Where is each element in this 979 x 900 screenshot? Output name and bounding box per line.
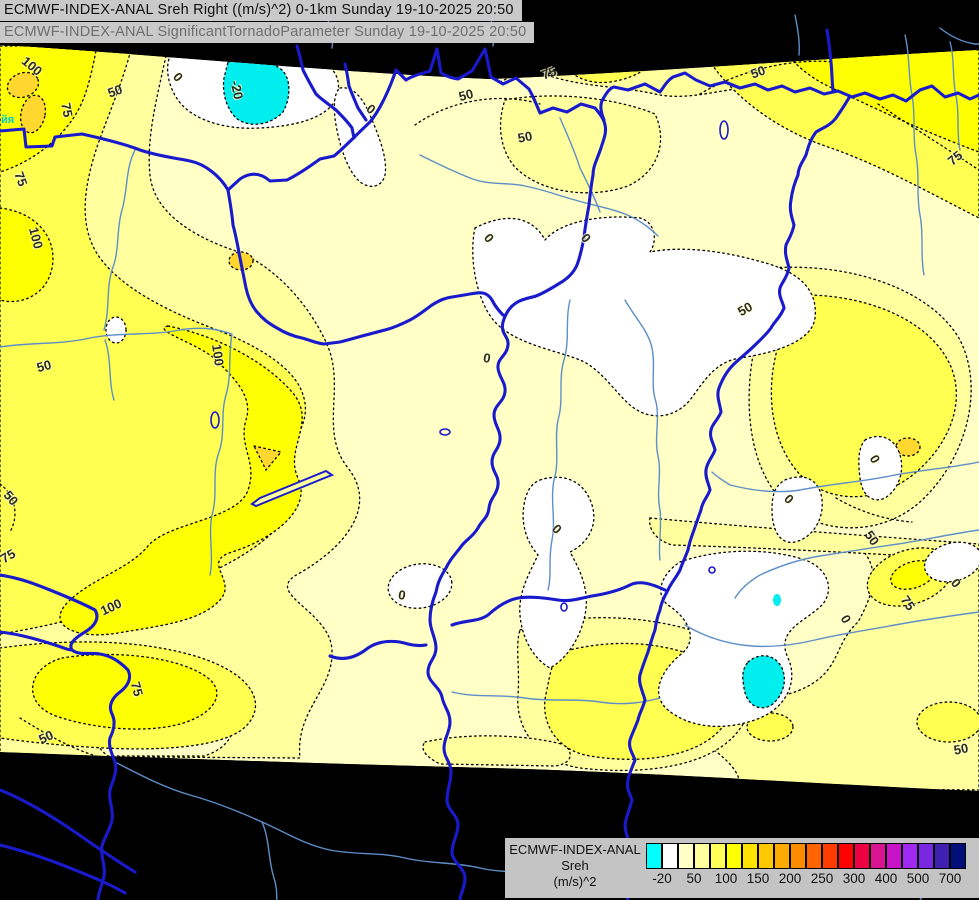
band-neg20-0-east-spot1 (858, 435, 903, 501)
legend-tick: 400 (874, 871, 898, 886)
legend-swatch (854, 843, 870, 869)
legend-tick: 500 (906, 871, 930, 886)
legend-swatch (662, 843, 678, 869)
legend-swatch (774, 843, 790, 869)
title-bar-line1: ECMWF-INDEX-ANAL Sreh Right ((m/s)^2) 0-… (0, 0, 522, 21)
small-lake (560, 602, 568, 612)
contour-arc (0, 483, 16, 533)
band-below-neg20-se (742, 655, 785, 709)
legend-swatch (902, 843, 918, 869)
legend-swatch (950, 843, 966, 869)
band-125-150-spot5 (895, 437, 921, 457)
band-125-150-spot4 (252, 445, 283, 472)
band-50-75-north-pocket (499, 95, 662, 194)
legend-swatch (726, 843, 742, 869)
legend-swatch (758, 843, 774, 869)
band-neg20-0-se-corner (923, 541, 979, 583)
band-neg20-0-center (472, 216, 816, 417)
legend-tick: 300 (842, 871, 866, 886)
contour-arc (877, 103, 979, 171)
river-raba (226, 188, 505, 346)
legend-swatch (694, 843, 710, 869)
contour-arc (835, 497, 913, 523)
legend-swatch (886, 843, 902, 869)
legend-swatch (918, 843, 934, 869)
river-sava (0, 843, 127, 895)
legend-tick: 700 (938, 871, 962, 886)
river-drava-lower (0, 788, 137, 874)
legend-panel: ECMWF-INDEX-ANAL Sreh (m/s)^2 -20 50 100 15… (505, 838, 979, 898)
contour-arc (414, 97, 541, 126)
lake-neusiedl (719, 120, 729, 140)
band-100-125-west-edge (0, 207, 54, 303)
river-tisza (620, 94, 852, 900)
legend-tick: 250 (810, 871, 834, 886)
band-50-75-south-sliver (422, 735, 571, 767)
river-mura (0, 630, 74, 652)
band-125-150-spot2 (19, 94, 47, 134)
river-tisza-upper (825, 28, 835, 93)
river-vah (343, 62, 368, 122)
river-mura-drava (0, 573, 132, 900)
legend-swatch (822, 843, 838, 869)
legend-tick: 200 (778, 871, 802, 886)
band-neg20-0-east-spot2 (771, 476, 823, 543)
band-neg20-0-sliver (333, 87, 387, 187)
contour-label: 50 (952, 740, 970, 758)
band-125-150-spot1 (6, 71, 40, 99)
river-morava (295, 44, 356, 140)
band-neg20-0-south (387, 563, 453, 609)
legend-tick: -20 (652, 871, 672, 886)
small-lake (708, 566, 716, 574)
legend-units: (m/s)^2 (553, 874, 597, 889)
major-rivers (0, 28, 979, 900)
contour-arc (19, 717, 97, 757)
legend-swatch (838, 843, 854, 869)
river-bodrog (599, 71, 979, 122)
small-lake (210, 411, 220, 429)
legend-tick: 50 (686, 871, 702, 886)
legend-swatch (790, 843, 806, 869)
legend-swatch (678, 843, 694, 869)
band-100-125-sw (31, 653, 218, 730)
contour-label: 75 (58, 101, 76, 119)
legend-title: ECMWF-INDEX-ANAL (509, 842, 641, 857)
legend-param: Sreh (561, 858, 589, 873)
legend-tick: 150 (746, 871, 770, 886)
minor-rivers (0, 7, 979, 900)
lake-balaton (250, 469, 335, 508)
band-neg20-0-center-south (519, 476, 595, 669)
contour-label: 50 (516, 128, 534, 146)
legend-swatch (806, 843, 822, 869)
contour-label: 100 (209, 343, 227, 367)
legend-swatch (710, 843, 726, 869)
legend-swatch (870, 843, 886, 869)
band-neg20-0-southeast (658, 550, 830, 727)
city-label: йя (1, 114, 15, 126)
legend-swatch (646, 843, 662, 869)
band-75-100-se2 (746, 712, 794, 742)
legend-text-block: ECMWF-INDEX-ANAL Sreh (m/s)^2 (505, 842, 645, 890)
band-below-neg20-dot (773, 594, 781, 606)
legend-swatch (742, 843, 758, 869)
data-domain (0, 45, 979, 791)
river-danube (0, 47, 608, 900)
title-bar-line2: ECMWF-INDEX-ANAL SignificantTornadoParam… (0, 22, 535, 43)
legend-swatch (934, 843, 950, 869)
band-75-100-se3 (916, 701, 979, 743)
river-sio (328, 639, 428, 660)
legend-tick: 100 (714, 871, 738, 886)
small-lake (439, 428, 451, 436)
river-koros-link (450, 581, 667, 627)
band-neg20-0-west-spot (105, 316, 127, 344)
